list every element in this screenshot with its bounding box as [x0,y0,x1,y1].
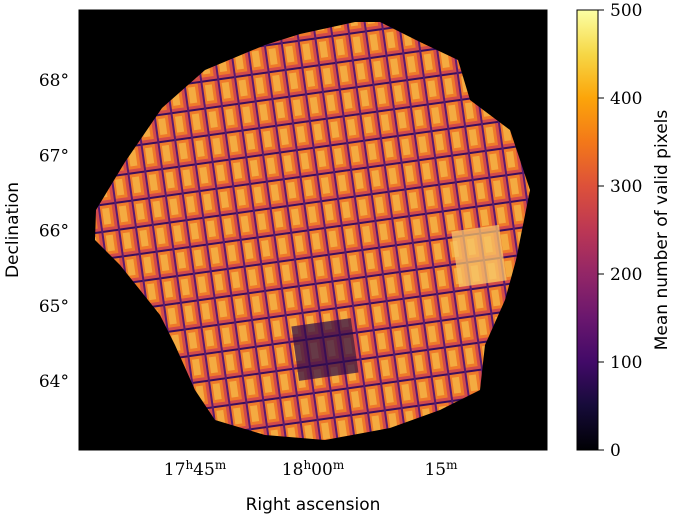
footprint-mosaic [95,22,530,440]
x-tick-label: 17h45m [164,458,227,480]
colorbar-tick-label: 500 [610,1,642,21]
y-tick-label: 68° [39,71,69,91]
colorbar-tick-label: 200 [610,265,642,285]
colorbar-label: Mean number of valid pixels [652,110,672,351]
x-axis-label: Right ascension [246,495,381,515]
colorbar-tick-label: 0 [610,441,621,461]
deep-field-patch [451,224,507,288]
shallow-field-patch [291,318,359,381]
x-tick-label: 15m [424,458,458,480]
x-tick-label: 18h00m [282,458,345,480]
y-tick-label: 64° [39,372,69,392]
colorbar-ticks: 0 100 200 300 400 500 [598,1,642,461]
y-tick-label: 66° [39,222,69,242]
colorbar [576,9,599,451]
colorbar-tick-label: 400 [610,89,642,109]
y-axis: 64° 65° 66° 67° 68° [39,71,85,392]
survey-footprint [95,22,530,440]
y-tick-label: 65° [39,297,69,317]
colorbar-tick-label: 100 [610,353,642,373]
x-axis: 17h45m 18h00m 15m [164,444,458,480]
y-tick-label: 67° [39,146,69,166]
y-axis-label: Declination [3,182,23,278]
colorbar-tick-label: 300 [610,177,642,197]
